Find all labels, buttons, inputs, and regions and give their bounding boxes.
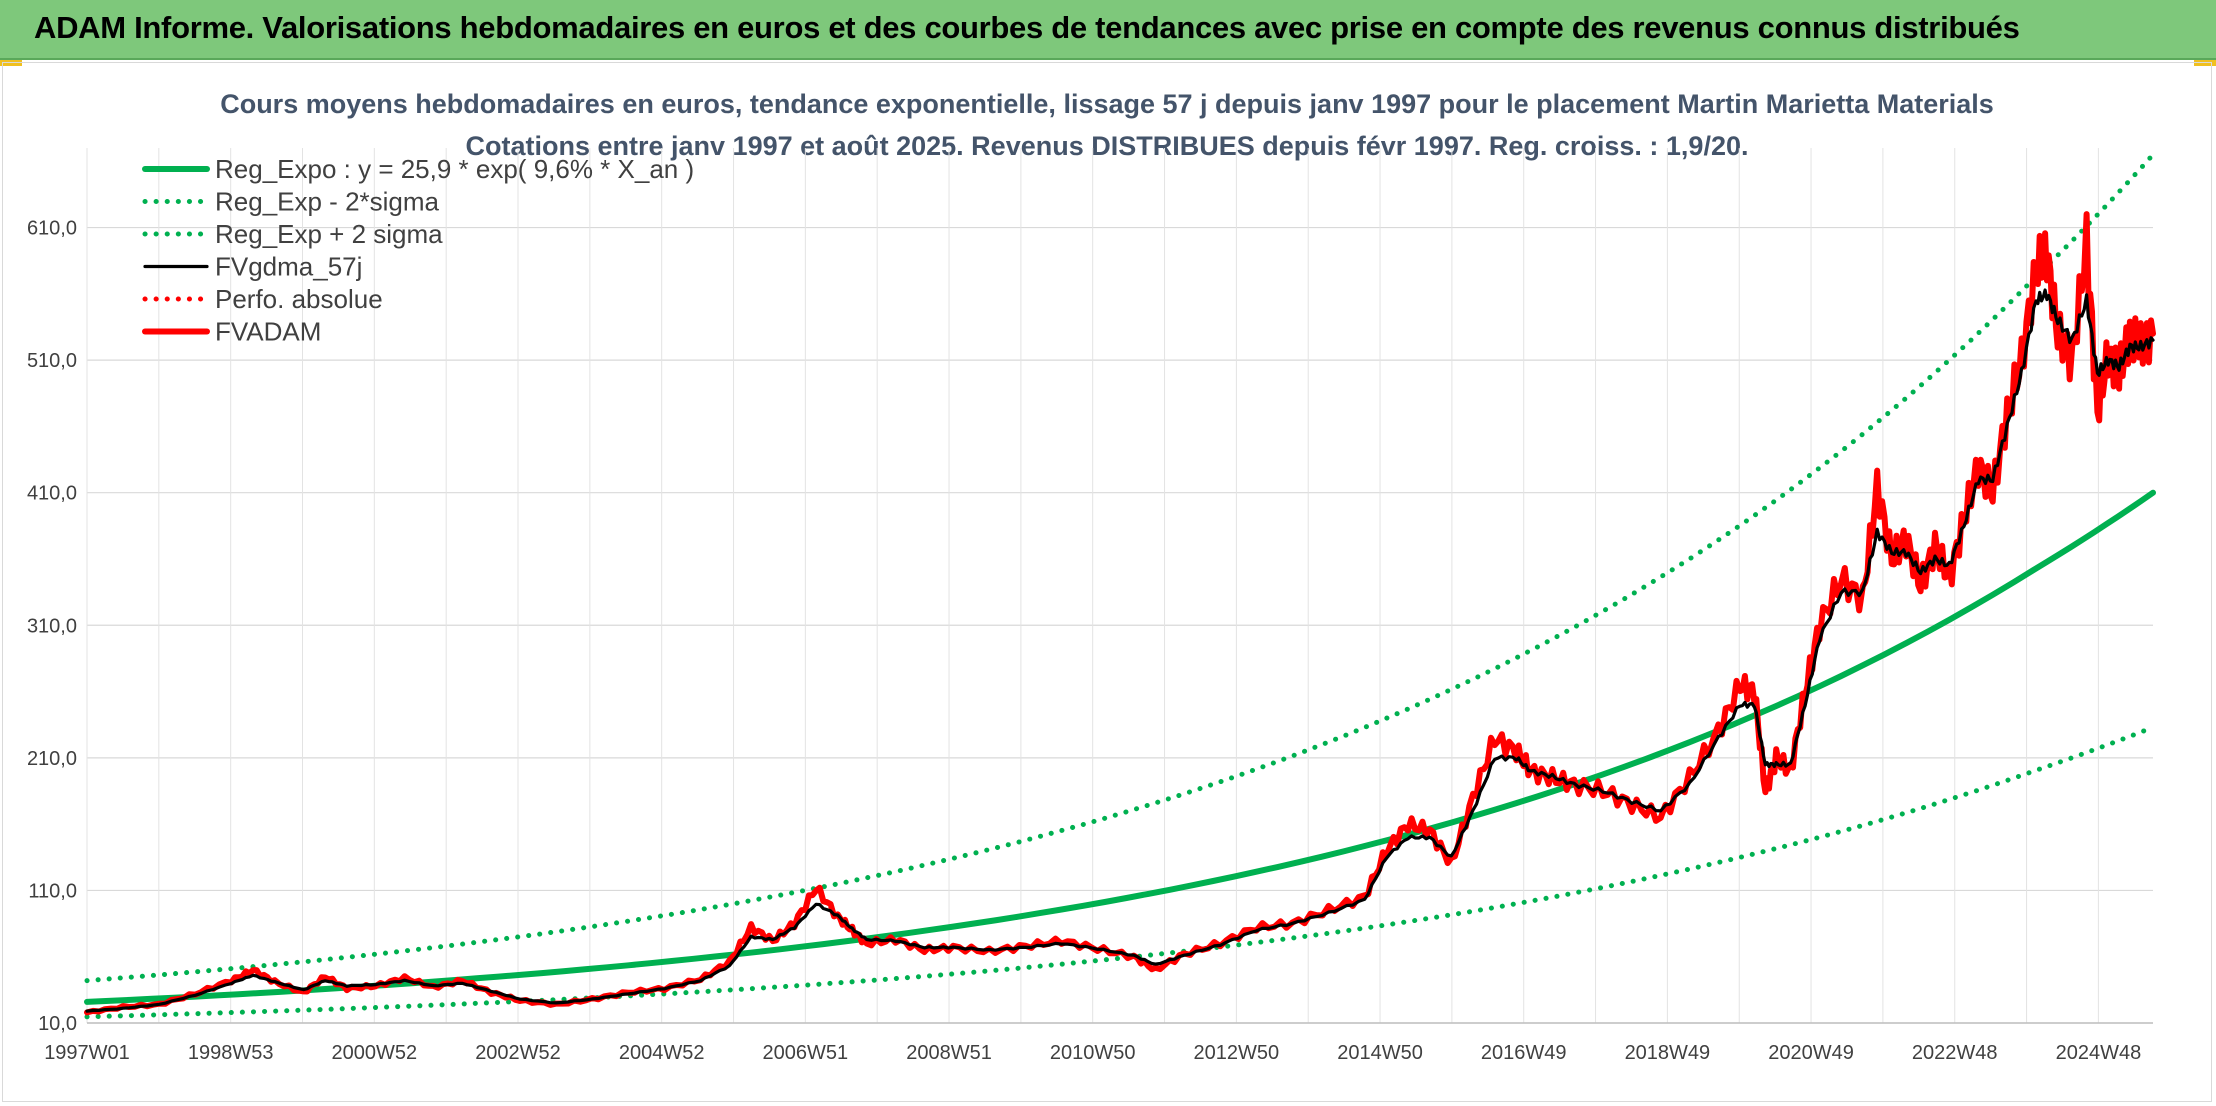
grid (86, 148, 2153, 1024)
chart-frame: Cours moyens hebdomadaires en euros, ten… (2, 62, 2212, 1102)
y-tick-label: 210,0 (27, 748, 77, 770)
x-tick-label: 2022W48 (1912, 1042, 1998, 1064)
y-tick-label: 610,0 (27, 218, 77, 240)
report-header: ADAM Informe. Valorisations hebdomadaire… (0, 0, 2216, 60)
y-tick-label: 110,0 (28, 880, 77, 902)
x-tick-label: 2006W51 (763, 1042, 849, 1064)
legend-label: Perfo. absolue (215, 284, 383, 314)
legend: Reg_Expo : y = 25,9 * exp( 9,6% * X_an )… (142, 154, 694, 347)
x-tick-label: 2008W51 (906, 1042, 992, 1064)
x-tick-label: 2004W52 (619, 1042, 705, 1064)
series-line-reg-exp-2-sigma (84, 724, 2156, 1020)
series-line-reg-exp-2-sigma (84, 152, 2156, 984)
report-title: ADAM Informe. Valorisations hebdomadaire… (34, 10, 2020, 45)
x-tick-label: 2024W48 (2056, 1042, 2142, 1064)
series-line-fvgdma-57j (85, 288, 2155, 1013)
legend-label: FVgdma_57j (215, 252, 362, 282)
y-tick-label: 310,0 (27, 615, 77, 637)
series-line-fvadam (84, 211, 2156, 1016)
legend-label: Reg_Expo : y = 25,9 * exp( 9,6% * X_an ) (215, 154, 694, 184)
y-tick-label: 410,0 (27, 483, 77, 505)
series-group (84, 152, 2156, 1020)
corner-marker-right (2194, 60, 2216, 66)
x-tick-label: 2014W50 (1337, 1042, 1423, 1064)
x-tick-label: 2018W49 (1625, 1042, 1711, 1064)
x-tick-label: 2012W50 (1194, 1042, 1280, 1064)
x-tick-label: 2010W50 (1050, 1042, 1136, 1064)
legend-label: Reg_Exp + 2 sigma (215, 219, 443, 249)
y-tick-label: 10,0 (38, 1013, 77, 1035)
x-tick-label: 1997W01 (44, 1042, 130, 1064)
chart-subtitle: Cotations entre janv 1997 et août 2025. … (466, 131, 1749, 161)
x-tick-label: 2002W52 (475, 1042, 561, 1064)
axes: 10,0 110,0 210,0 310,0 410,0 510,0 610,0 1997W0… (27, 218, 2153, 1064)
legend-label: Reg_Exp - 2*sigma (215, 187, 440, 217)
legend-label: FVADAM (215, 317, 321, 347)
corner-marker-left (0, 60, 22, 66)
x-tick-label: 2000W52 (332, 1042, 418, 1064)
chart-title: Cours moyens hebdomadaires en euros, ten… (220, 89, 1994, 119)
x-tick-label: 2016W49 (1481, 1042, 1567, 1064)
x-tick-label: 2020W49 (1768, 1042, 1854, 1064)
x-tick-label: 1998W53 (188, 1042, 274, 1064)
y-tick-label: 510,0 (27, 350, 77, 372)
line-chart: Cours moyens hebdomadaires en euros, ten… (27, 89, 2156, 1064)
